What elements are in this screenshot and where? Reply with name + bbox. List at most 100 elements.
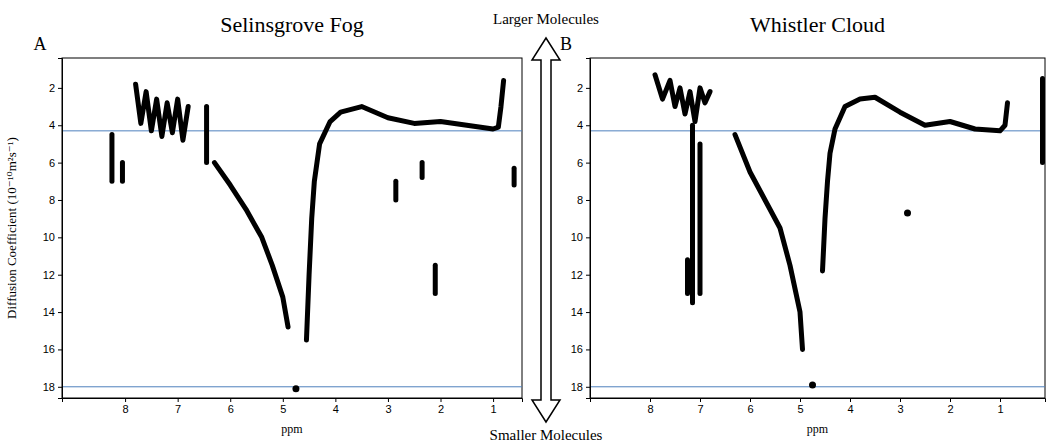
tick-label: 4 (333, 403, 339, 415)
tick-label: 7 (697, 403, 703, 415)
tick: 6 (228, 398, 234, 415)
plot-area (590, 75, 1045, 389)
tick: 16 (43, 343, 62, 355)
tick: 8 (647, 398, 653, 415)
point (292, 385, 299, 392)
plot-area (62, 80, 522, 392)
trace (120, 163, 125, 182)
tick: 3 (385, 398, 391, 415)
tick-mark (586, 275, 590, 276)
tick: 6 (747, 398, 753, 415)
tick: 8 (123, 398, 129, 415)
tick: 7 (697, 398, 703, 415)
x-axis-title: ppm (807, 422, 829, 436)
tick-mark (1000, 398, 1001, 402)
trace (512, 168, 517, 185)
x-axis: 8 7 6 5 4 3 2 1 (63, 398, 523, 415)
tick-label: 6 (577, 157, 583, 169)
tick-mark (58, 88, 62, 89)
tick: 2 (577, 82, 590, 94)
reference-line (62, 386, 522, 387)
tick: 18 (571, 381, 590, 393)
tick-mark (586, 125, 590, 126)
axis-line (58, 59, 63, 399)
tick-label: 14 (571, 306, 583, 318)
tick-mark (58, 275, 62, 276)
arrow-label: Larger Molecules (493, 11, 599, 27)
plot-frame (62, 58, 522, 398)
tick-mark (58, 387, 62, 388)
tick: 2 (947, 398, 953, 415)
tick-label: 5 (280, 403, 286, 415)
tick-mark (178, 398, 179, 402)
tick-label: 8 (123, 403, 129, 415)
tick: 1 (997, 398, 1003, 415)
tick-label: 6 (228, 403, 234, 415)
tick: 10 (43, 231, 62, 243)
tick-mark (58, 237, 62, 238)
tick-mark (586, 387, 590, 388)
tick: 4 (847, 398, 853, 415)
tick-label: 4 (49, 119, 55, 131)
tick-label: 16 (43, 343, 55, 355)
tick-mark (950, 398, 951, 402)
y-axis: 24681012141618 (571, 59, 591, 399)
tick-mark (586, 200, 590, 201)
tick: 4 (577, 119, 590, 131)
tick-mark (58, 163, 62, 164)
tick: 18 (43, 381, 62, 393)
tick: 3 (897, 398, 903, 415)
tick-mark (586, 312, 590, 313)
tick: 7 (175, 398, 181, 415)
trace (698, 144, 703, 293)
tick: 6 (49, 157, 62, 169)
tick-mark (900, 398, 901, 402)
tick-label: 16 (571, 343, 583, 355)
trace (420, 163, 425, 178)
tick-label: 1 (491, 403, 497, 415)
trace (204, 107, 209, 163)
tick-label: 2 (49, 82, 55, 94)
tick-label: 2 (438, 403, 444, 415)
reference-line (590, 386, 1045, 387)
tick-label: 14 (43, 306, 55, 318)
tick: 4 (333, 398, 339, 415)
axis-line (591, 399, 1046, 403)
tick-mark (125, 398, 126, 402)
tick-label: 4 (577, 119, 583, 131)
tick: 1 (491, 398, 497, 415)
tick-mark (700, 398, 701, 402)
trace (109, 135, 114, 182)
tick-label: 7 (175, 403, 181, 415)
trace (1040, 79, 1045, 163)
tick-label: 6 (49, 157, 55, 169)
trace (136, 84, 189, 140)
tick-mark (388, 398, 389, 402)
trace (214, 163, 288, 327)
trace (433, 265, 438, 293)
tick: 5 (280, 398, 286, 415)
panel-title: Whistler Cloud (750, 12, 885, 37)
tick-label: 12 (571, 269, 583, 281)
tick-label: 6 (747, 403, 753, 415)
arrow-label: Smaller Molecules (490, 427, 603, 443)
panel: 8765432124681012141618Selinsgrove FogApp… (4, 12, 523, 436)
trace (685, 260, 690, 294)
tick-label: 3 (897, 403, 903, 415)
arrow-annotation: Larger Molecules Smaller Molecules (490, 11, 603, 443)
tick-mark (586, 349, 590, 350)
y-axis-title: Diffusion Coefficient (10⁻¹⁰m²s⁻¹) (4, 137, 19, 319)
trace (393, 181, 398, 200)
tick: 14 (43, 306, 62, 318)
tick-mark (586, 88, 590, 89)
point (904, 210, 911, 217)
tick-mark (586, 163, 590, 164)
tick: 5 (797, 398, 803, 415)
double-arrow (532, 38, 560, 422)
tick-mark (230, 398, 231, 402)
tick-mark (58, 200, 62, 201)
panel-title: Selinsgrove Fog (220, 12, 364, 37)
trace (655, 75, 710, 122)
tick-mark (750, 398, 751, 402)
tick-label: 18 (43, 381, 55, 393)
